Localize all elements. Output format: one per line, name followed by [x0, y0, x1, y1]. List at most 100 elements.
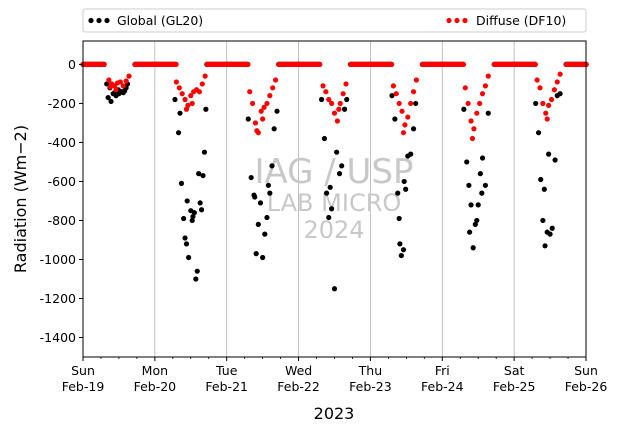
point-global [397, 241, 403, 247]
x-tick-date-6: Feb-25 [493, 379, 536, 394]
gridlines [154, 41, 515, 357]
y-axis-title: Radiation (Wm−2) [11, 125, 30, 273]
point-diffuse [532, 61, 538, 68]
point-global [546, 151, 552, 157]
point-global [474, 217, 480, 224]
x-tick-day-5: Fri [435, 363, 450, 378]
watermark-line-2: LAB MICRO [267, 189, 402, 217]
point-diffuse [320, 83, 326, 89]
x-tick-date-2: Feb-21 [205, 379, 248, 394]
point-global [479, 155, 486, 161]
point-diffuse [469, 135, 476, 142]
point-global [181, 215, 187, 222]
point-diffuse [336, 106, 342, 112]
point-global [329, 206, 335, 212]
point-global [175, 130, 182, 136]
point-diffuse [247, 89, 253, 95]
point-global [401, 178, 407, 185]
point-global [466, 229, 473, 235]
point-global [269, 163, 275, 169]
point-diffuse [189, 100, 195, 107]
point-global [190, 213, 196, 220]
point-diffuse [485, 73, 491, 79]
x-tick-date-1: Feb-20 [134, 379, 177, 394]
point-global [334, 149, 340, 155]
point-diffuse [267, 93, 273, 99]
point-diffuse [202, 73, 208, 79]
point-global [257, 200, 264, 206]
point-global [248, 174, 254, 181]
point-global [331, 286, 338, 292]
point-diffuse [389, 61, 395, 68]
point-diffuse [185, 102, 191, 108]
point-global [468, 202, 474, 208]
point-global [472, 221, 478, 227]
point-diffuse [546, 102, 552, 108]
legend-box [82, 8, 587, 33]
point-global [200, 172, 206, 179]
point-global [255, 221, 261, 227]
point-diffuse [264, 100, 270, 107]
point-global [264, 214, 270, 221]
point-global [189, 217, 195, 224]
point-global [260, 254, 266, 261]
point-diffuse [260, 116, 266, 122]
point-global [535, 130, 542, 136]
point-diffuse [340, 91, 346, 97]
point-global [197, 200, 203, 206]
point-global [479, 190, 485, 196]
point-global [552, 157, 558, 163]
legend-marker-diffuse [446, 17, 468, 24]
point-global [408, 151, 414, 157]
point-diffuse [252, 120, 259, 126]
point-diffuse [413, 77, 420, 83]
point-global [464, 159, 470, 165]
point-diffuse [173, 79, 180, 85]
x-tick-date-5: Feb-24 [421, 379, 464, 394]
point-diffuse [551, 87, 557, 93]
point-global [466, 182, 472, 188]
point-diffuse [258, 108, 264, 114]
x-tick-date-4: Feb-23 [349, 379, 392, 394]
point-global [177, 110, 183, 116]
point-diffuse [460, 61, 467, 68]
point-global [413, 100, 419, 107]
point-diffuse [474, 110, 480, 116]
point-diffuse [482, 83, 488, 89]
point-diffuse [182, 96, 188, 103]
point-diffuse [462, 85, 468, 91]
point-diffuse [317, 61, 323, 68]
point-global [326, 214, 332, 221]
point-global [196, 171, 202, 177]
point-global [183, 241, 190, 247]
point-diffuse [117, 79, 123, 85]
point-diffuse [544, 116, 550, 122]
x-axis-title: 2023 [314, 404, 355, 423]
point-global [318, 96, 325, 103]
point-global [398, 252, 404, 259]
point-global [410, 126, 417, 132]
watermark: IAG / USP LAB MICRO 2024 [254, 152, 413, 244]
point-global [396, 215, 402, 222]
point-global [475, 202, 481, 208]
point-diffuse [245, 61, 251, 68]
point-global [533, 100, 539, 107]
y-axis: 0 -200 -400 -600 -800 -1000 -1200 -1400 [40, 57, 83, 345]
point-diffuse [402, 122, 408, 128]
point-global [194, 268, 200, 274]
point-diffuse [554, 79, 560, 85]
point-global [198, 207, 205, 213]
x-tick-day-3: Wed [285, 363, 312, 378]
point-diffuse [126, 73, 132, 79]
point-global [321, 135, 328, 142]
point-global [344, 96, 350, 103]
point-diffuse [477, 100, 483, 107]
point-diffuse [408, 100, 414, 107]
point-diffuse [337, 100, 343, 107]
point-global [542, 243, 548, 249]
point-diffuse [410, 89, 417, 95]
point-diffuse [176, 85, 182, 91]
point-diffuse [272, 77, 279, 83]
point-global [400, 247, 407, 253]
